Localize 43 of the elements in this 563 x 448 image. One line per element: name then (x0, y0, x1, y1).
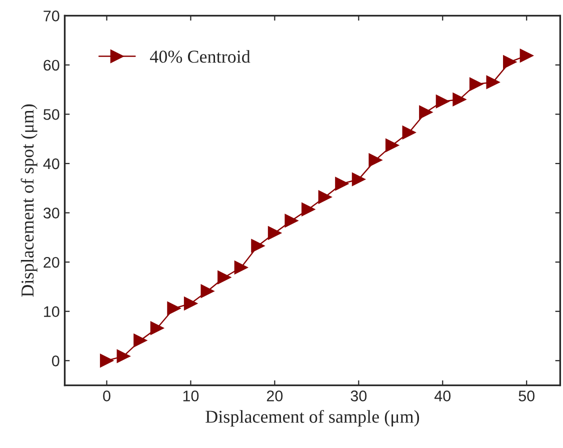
point (134, 334, 148, 348)
point (150, 321, 164, 335)
point (520, 48, 534, 62)
point (184, 296, 198, 310)
point (335, 176, 349, 190)
y-tick-label: 50 (44, 109, 60, 120)
point (419, 106, 433, 120)
point (251, 239, 265, 253)
x-tick-label: 30 (350, 390, 367, 402)
point (368, 153, 382, 167)
point (200, 284, 214, 298)
point (385, 138, 400, 152)
x-tick-label: 20 (266, 390, 283, 402)
point (436, 94, 450, 108)
y-tick-label: 60 (44, 60, 60, 71)
x-tick-label: 10 (183, 390, 199, 402)
x-axis-title: Displacement of sample (μm) (206, 410, 420, 427)
point (486, 75, 500, 89)
point (218, 270, 232, 284)
point (503, 55, 517, 69)
point (469, 77, 483, 91)
point (284, 214, 298, 228)
y-tick-label: 10 (44, 306, 60, 318)
y-tick-label: 0 (52, 356, 60, 366)
point (116, 349, 130, 363)
x-tick-label: 0 (103, 390, 110, 402)
point (352, 172, 366, 186)
point (301, 202, 316, 216)
y-tick-label: 30 (43, 208, 60, 218)
point (402, 126, 416, 140)
y-axis-title: Displacement of spot (μm) (20, 104, 38, 297)
point (234, 260, 248, 274)
point (268, 226, 282, 240)
point (167, 302, 181, 316)
y-tick-label: 70 (44, 10, 60, 22)
x-tick-label: 50 (518, 390, 534, 402)
point (318, 190, 332, 204)
y-tick-label: 20 (44, 256, 60, 268)
point (452, 92, 466, 106)
y-tick-label: 40 (43, 158, 60, 170)
legend-label: 40% Centroid (150, 50, 250, 63)
point (100, 354, 114, 368)
x-tick-label: 40 (434, 390, 451, 402)
